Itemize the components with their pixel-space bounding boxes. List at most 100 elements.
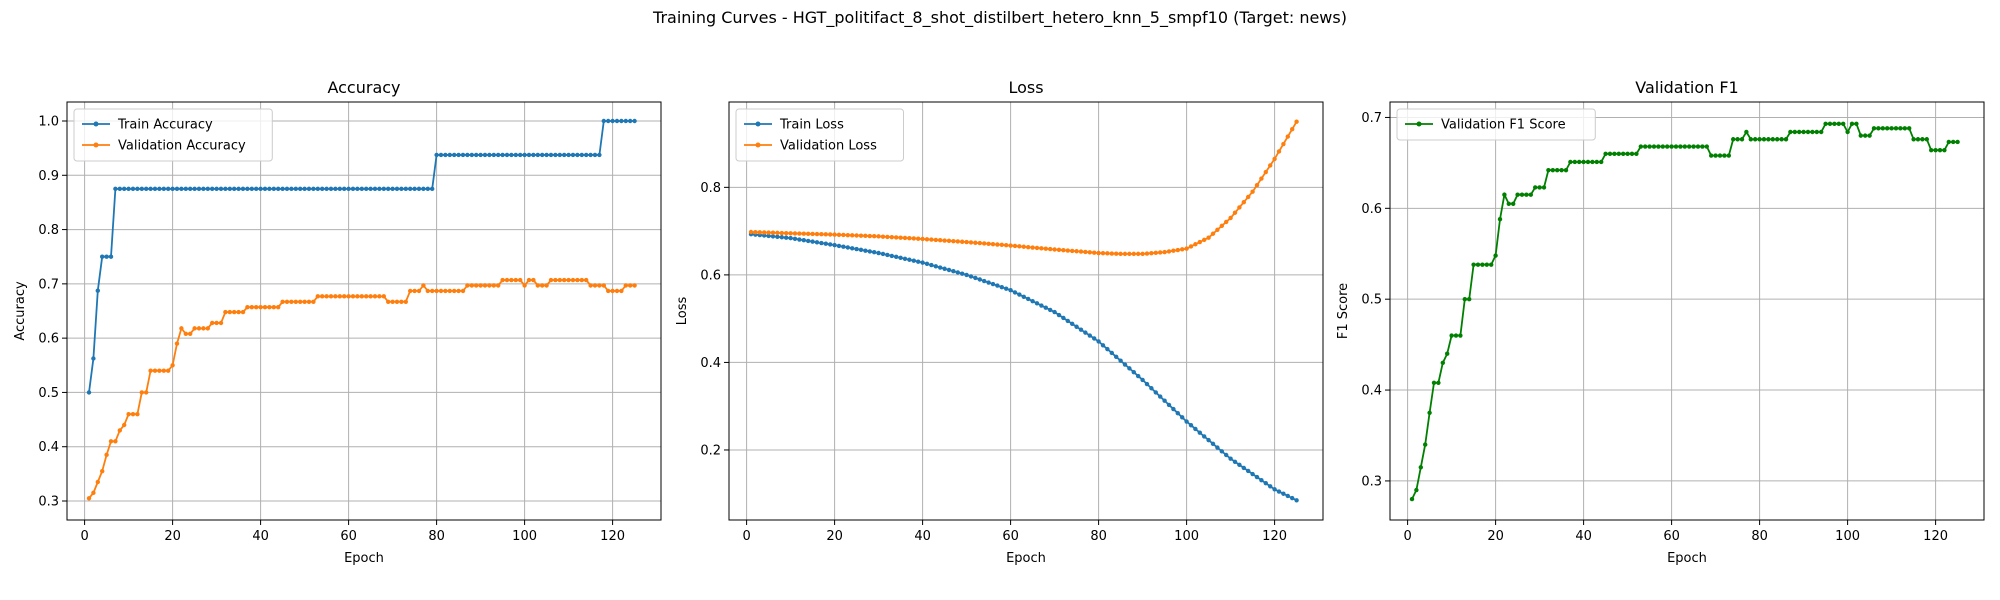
data-point <box>1188 423 1194 428</box>
data-point <box>977 277 982 282</box>
chart-panel-3: 0 20 40 60 80 100 120 0.3 0.4 0.5 0.6 0.7 Validation… <box>1336 78 1985 566</box>
data-point <box>1753 137 1758 142</box>
data-point <box>1436 380 1441 385</box>
data-point <box>907 236 912 241</box>
data-point <box>880 251 886 257</box>
x-tick-label: 40 <box>914 529 931 544</box>
data-point <box>1228 215 1233 221</box>
data-point <box>1092 250 1097 255</box>
data-point <box>792 236 798 242</box>
data-point <box>1612 151 1617 156</box>
data-point <box>1158 250 1163 255</box>
data-point <box>179 186 184 192</box>
data-point <box>394 299 400 304</box>
data-point <box>570 277 576 283</box>
data-point <box>1423 442 1428 447</box>
data-point <box>911 236 916 241</box>
data-point <box>1880 126 1886 131</box>
data-point <box>1004 286 1009 291</box>
data-point <box>122 422 127 428</box>
data-point <box>249 305 254 310</box>
data-point <box>315 294 320 299</box>
data-point <box>1858 133 1864 138</box>
data-point <box>513 152 518 158</box>
data-point <box>1678 144 1683 149</box>
figure-title: Training Curves - HGT_politifact_8_shot_… <box>653 8 1347 27</box>
data-point <box>1219 223 1225 229</box>
data-point <box>1431 380 1437 385</box>
data-point <box>434 152 439 158</box>
data-point <box>1043 246 1049 251</box>
legend-label: Validation Loss <box>780 139 877 154</box>
legend-label: Train Accuracy <box>117 118 213 133</box>
data-point <box>784 235 789 240</box>
data-point <box>916 236 921 241</box>
data-point <box>854 233 859 238</box>
data-point <box>1276 489 1282 494</box>
data-point <box>1792 129 1798 135</box>
data-point <box>1902 126 1908 131</box>
data-point <box>933 237 938 243</box>
data-point <box>1294 498 1299 503</box>
data-point <box>933 264 938 269</box>
data-point <box>196 326 202 331</box>
data-point <box>1704 144 1710 149</box>
data-point <box>955 239 960 244</box>
data-point <box>500 277 505 283</box>
data-point <box>289 186 294 192</box>
data-point <box>346 294 351 299</box>
y-tick-label: 0.2 <box>700 443 721 458</box>
data-point <box>973 275 978 281</box>
legend-marker <box>755 142 761 148</box>
data-point <box>1259 477 1264 483</box>
data-point <box>1863 133 1868 138</box>
data-point <box>522 283 527 288</box>
data-point <box>562 277 567 283</box>
data-point <box>924 237 930 242</box>
data-point <box>806 238 811 244</box>
data-point <box>1241 200 1247 205</box>
data-point <box>1070 248 1075 254</box>
x-tick-label: 40 <box>1575 529 1592 544</box>
data-point <box>863 248 868 253</box>
x-tick-label: 40 <box>252 529 269 544</box>
series-line-1 <box>88 120 635 393</box>
data-point <box>1599 159 1604 165</box>
data-point <box>619 288 624 294</box>
data-point <box>920 236 925 242</box>
data-point <box>1162 249 1167 255</box>
data-point <box>1052 309 1057 315</box>
data-point <box>1533 185 1538 190</box>
data-point <box>1427 410 1432 415</box>
data-point <box>1197 430 1203 435</box>
data-point <box>504 152 510 158</box>
data-point <box>298 299 303 304</box>
data-point <box>1149 386 1154 391</box>
data-point <box>872 234 877 239</box>
data-point <box>403 186 408 192</box>
data-point <box>1012 243 1018 249</box>
data-point <box>938 238 943 243</box>
data-point <box>982 278 987 284</box>
data-point <box>1034 301 1040 306</box>
data-point <box>850 233 855 238</box>
data-point <box>456 152 461 158</box>
data-point <box>1801 129 1806 135</box>
y-tick-label: 0.6 <box>38 332 59 347</box>
data-point <box>1017 292 1022 297</box>
data-point <box>1188 244 1194 249</box>
data-point <box>762 233 767 238</box>
data-point <box>1105 346 1110 352</box>
data-point <box>148 368 153 373</box>
data-point <box>1638 144 1644 149</box>
axes-frame <box>1389 101 1985 521</box>
data-point <box>1810 129 1815 135</box>
data-point <box>1026 296 1031 302</box>
data-point <box>214 320 219 326</box>
data-point <box>100 254 105 259</box>
data-point <box>1634 151 1639 156</box>
data-point <box>1537 185 1542 190</box>
data-point <box>1034 245 1040 251</box>
data-point <box>1867 133 1872 138</box>
y-tick-label: 0.4 <box>1361 384 1382 399</box>
